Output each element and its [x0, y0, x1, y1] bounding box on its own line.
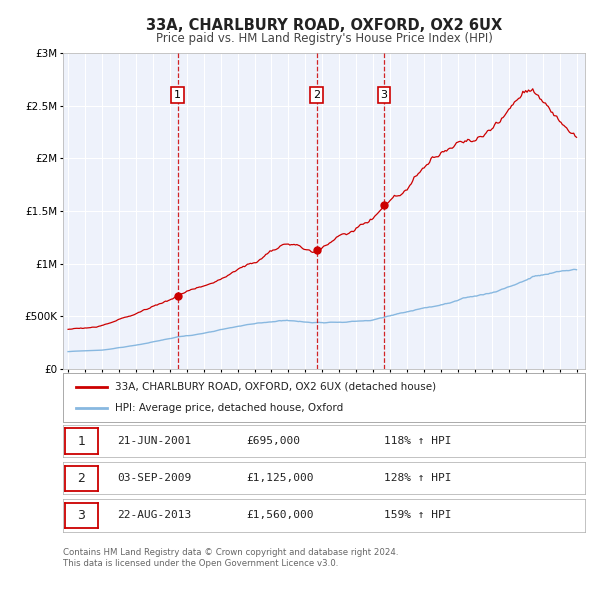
- Text: 128% ↑ HPI: 128% ↑ HPI: [384, 473, 452, 483]
- Text: £1,560,000: £1,560,000: [246, 510, 314, 520]
- Text: 22-AUG-2013: 22-AUG-2013: [117, 510, 191, 520]
- Text: 03-SEP-2009: 03-SEP-2009: [117, 473, 191, 483]
- Text: 1: 1: [174, 90, 181, 100]
- Text: 2: 2: [313, 90, 320, 100]
- Text: 21-JUN-2001: 21-JUN-2001: [117, 436, 191, 446]
- Text: This data is licensed under the Open Government Licence v3.0.: This data is licensed under the Open Gov…: [63, 559, 338, 568]
- Text: 159% ↑ HPI: 159% ↑ HPI: [384, 510, 452, 520]
- Point: [379, 200, 389, 209]
- Text: 33A, CHARLBURY ROAD, OXFORD, OX2 6UX: 33A, CHARLBURY ROAD, OXFORD, OX2 6UX: [146, 18, 502, 32]
- Text: 33A, CHARLBURY ROAD, OXFORD, OX2 6UX (detached house): 33A, CHARLBURY ROAD, OXFORD, OX2 6UX (de…: [115, 382, 436, 392]
- Text: 1: 1: [77, 434, 85, 448]
- Text: 3: 3: [77, 509, 85, 522]
- Text: £1,125,000: £1,125,000: [246, 473, 314, 483]
- Point: [312, 245, 322, 255]
- Text: £695,000: £695,000: [246, 436, 300, 446]
- Text: Contains HM Land Registry data © Crown copyright and database right 2024.: Contains HM Land Registry data © Crown c…: [63, 548, 398, 557]
- Text: HPI: Average price, detached house, Oxford: HPI: Average price, detached house, Oxfo…: [115, 404, 343, 414]
- Text: 3: 3: [380, 90, 388, 100]
- Text: 2: 2: [77, 471, 85, 485]
- Text: 118% ↑ HPI: 118% ↑ HPI: [384, 436, 452, 446]
- Point: [173, 291, 182, 300]
- Text: Price paid vs. HM Land Registry's House Price Index (HPI): Price paid vs. HM Land Registry's House …: [155, 32, 493, 45]
